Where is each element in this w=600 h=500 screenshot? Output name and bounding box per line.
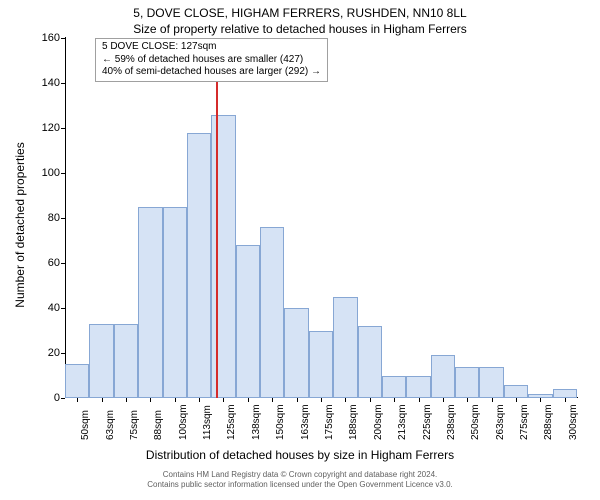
xtick-mark (297, 398, 298, 402)
xtick-mark (223, 398, 224, 402)
xtick-label: 238sqm (446, 404, 457, 440)
histogram-bar (89, 324, 113, 398)
xtick-mark (321, 398, 322, 402)
histogram-bar (236, 245, 260, 398)
footer-line-2: Contains public sector information licen… (0, 480, 600, 490)
xtick-mark (370, 398, 371, 402)
ytick-label: 160 (42, 32, 60, 44)
histogram-bar (553, 389, 577, 398)
ytick-mark (61, 173, 65, 174)
ytick-mark (61, 398, 65, 399)
xtick-mark (199, 398, 200, 402)
xtick-mark (150, 398, 151, 402)
xtick-mark (394, 398, 395, 402)
xtick-label: 125sqm (226, 404, 237, 440)
xtick-label: 263sqm (495, 404, 506, 440)
xtick-label: 75sqm (129, 410, 140, 440)
ytick-mark (61, 308, 65, 309)
xtick-label: 163sqm (300, 404, 311, 440)
xtick-label: 63sqm (105, 410, 116, 440)
ytick-mark (61, 128, 65, 129)
ytick-label: 80 (48, 212, 60, 224)
ytick-label: 20 (48, 347, 60, 359)
xtick-label: 188sqm (348, 404, 359, 440)
xtick-label: 88sqm (153, 410, 164, 440)
ytick-label: 120 (42, 122, 60, 134)
ytick-mark (61, 83, 65, 84)
callout-line-3: 40% of semi-detached houses are larger (… (102, 66, 321, 79)
ytick-label: 40 (48, 302, 60, 314)
histogram-bar (382, 376, 406, 399)
ytick-mark (61, 38, 65, 39)
xtick-mark (492, 398, 493, 402)
callout-line-2: ← 59% of detached houses are smaller (42… (102, 54, 321, 67)
xtick-label: 113sqm (202, 405, 213, 440)
histogram-bar (114, 324, 138, 398)
xtick-mark (345, 398, 346, 402)
xtick-mark (248, 398, 249, 402)
chart-title-sub: Size of property relative to detached ho… (0, 22, 600, 36)
ytick-mark (61, 263, 65, 264)
histogram-bar (504, 385, 528, 399)
xtick-label: 50sqm (80, 410, 91, 440)
histogram-bar (284, 308, 308, 398)
plot-area (65, 38, 577, 398)
ytick-mark (61, 353, 65, 354)
histogram-bar (65, 364, 89, 398)
xtick-mark (443, 398, 444, 402)
histogram-bar (333, 297, 357, 398)
xtick-mark (272, 398, 273, 402)
xtick-mark (565, 398, 566, 402)
ytick-label: 0 (54, 392, 60, 404)
histogram-bar (358, 326, 382, 398)
x-axis-label: Distribution of detached houses by size … (0, 448, 600, 462)
xtick-mark (419, 398, 420, 402)
histogram-bar (455, 367, 479, 399)
histogram-bar (309, 331, 333, 399)
ytick-label: 140 (42, 77, 60, 89)
chart-footer: Contains HM Land Registry data © Crown c… (0, 470, 600, 489)
chart-title-main: 5, DOVE CLOSE, HIGHAM FERRERS, RUSHDEN, … (0, 6, 600, 20)
histogram-bar (138, 207, 162, 398)
callout-line-1: 5 DOVE CLOSE: 127sqm (102, 41, 321, 54)
xtick-label: 213sqm (397, 404, 408, 440)
ytick-label: 60 (48, 257, 60, 269)
callout-box: 5 DOVE CLOSE: 127sqm ← 59% of detached h… (95, 38, 328, 82)
highlight-marker (216, 38, 218, 398)
histogram-bar (406, 376, 430, 399)
xtick-mark (77, 398, 78, 402)
footer-line-1: Contains HM Land Registry data © Crown c… (0, 470, 600, 480)
xtick-mark (175, 398, 176, 402)
ytick-label: 100 (42, 167, 60, 179)
xtick-label: 138sqm (251, 404, 262, 440)
histogram-bar (479, 367, 503, 399)
histogram-bar (163, 207, 187, 398)
xtick-label: 275sqm (519, 404, 530, 440)
xtick-label: 288sqm (543, 404, 554, 440)
xtick-mark (516, 398, 517, 402)
histogram-bar (431, 355, 455, 398)
xtick-label: 300sqm (568, 404, 579, 440)
xtick-label: 175sqm (324, 404, 335, 440)
xtick-label: 200sqm (373, 404, 384, 440)
histogram-bar (260, 227, 284, 398)
xtick-label: 150sqm (275, 404, 286, 440)
xtick-label: 250sqm (470, 404, 481, 440)
xtick-label: 100sqm (178, 404, 189, 440)
ytick-mark (61, 218, 65, 219)
histogram-bar (187, 133, 211, 399)
xtick-mark (126, 398, 127, 402)
xtick-label: 225sqm (422, 404, 433, 440)
xtick-mark (540, 398, 541, 402)
xtick-mark (102, 398, 103, 402)
xtick-mark (467, 398, 468, 402)
